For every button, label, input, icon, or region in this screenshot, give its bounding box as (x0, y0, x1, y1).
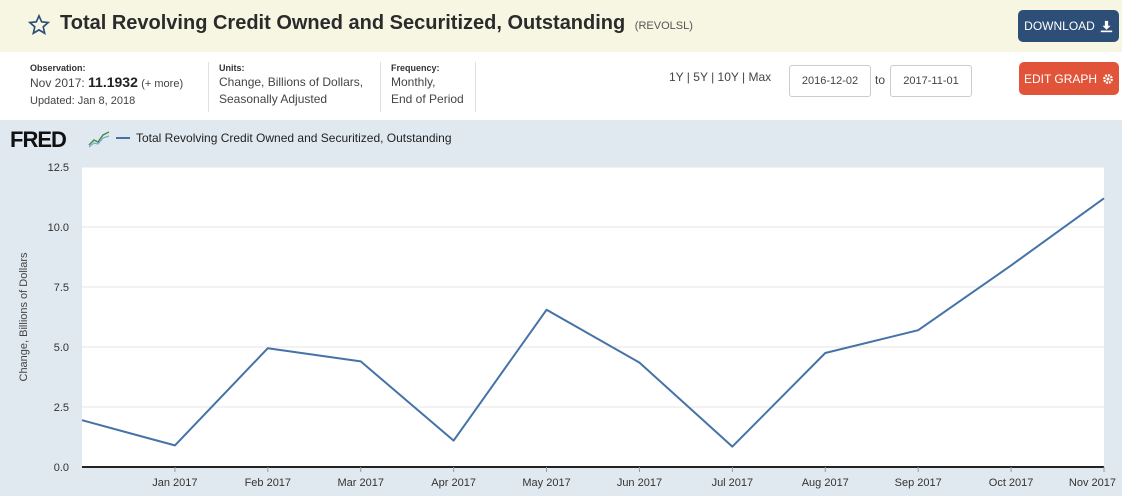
y-tick-label: 10.0 (48, 222, 69, 234)
star-icon[interactable] (28, 14, 50, 36)
fred-logo: FRED (10, 127, 67, 152)
edit-graph-label: EDIT GRAPH (1023, 71, 1098, 86)
frequency-line1: Monthly, (391, 75, 436, 89)
meta-row: Observation: Nov 2017: 11.1932 (+ more) … (0, 52, 1122, 120)
observation-value: 11.1932 (88, 74, 138, 90)
line-chart: 0.0 2.5 5.0 7.5 10.0 12.5 Jan 2017 Feb 2017 Mar … (18, 162, 1116, 489)
y-tick-label: 2.5 (54, 402, 69, 414)
download-icon (1100, 20, 1113, 32)
x-tick-label: Apr 2017 (431, 477, 476, 489)
y-tick-label: 7.5 (54, 282, 69, 294)
series-title: Total Revolving Credit Owned and Securit… (60, 12, 626, 34)
y-axis-label: Change, Billions of Dollars (18, 252, 30, 382)
y-tick-label: 0.0 (54, 462, 69, 474)
x-tick-label: Mar 2017 (337, 477, 383, 489)
series-line (81, 197, 1105, 448)
series-id: (REVOLSL) (634, 20, 693, 32)
range-5y[interactable]: 5Y (693, 70, 708, 84)
download-label: DOWNLOAD (1024, 19, 1095, 33)
x-tick-label: Sep 2017 (895, 477, 942, 489)
observation-date: Nov 2017: (30, 76, 85, 90)
frequency-line2: End of Period (391, 92, 464, 106)
page-title: Total Revolving Credit Owned and Securit… (60, 12, 693, 35)
x-tick-label: Jan 2017 (152, 477, 197, 489)
updated-date: Updated: Jan 8, 2018 (30, 95, 136, 107)
units-label: Units: (219, 63, 245, 73)
x-tick-label: Aug 2017 (802, 477, 849, 489)
to-label: to (875, 73, 886, 87)
legend-swatch (116, 137, 130, 139)
chart-panel: FRED Total Revolving Credit Owned and Se… (0, 120, 1122, 496)
range-links: 1Y | 5Y | 10Y | Max (669, 70, 772, 84)
x-tick-label: Oct 2017 (989, 477, 1034, 489)
start-date-input[interactable]: 2016-12-02 (789, 65, 871, 97)
frequency-label: Frequency: (391, 63, 440, 73)
y-tick-label: 12.5 (48, 162, 69, 174)
range-1y[interactable]: 1Y (669, 70, 684, 84)
observation-more-link[interactable]: (+ more) (141, 78, 184, 90)
observation-block: Observation: Nov 2017: 11.1932 (+ more) … (30, 62, 183, 110)
divider (475, 62, 476, 112)
frequency-block: Frequency: Monthly, End of Period (391, 62, 464, 108)
units-block: Units: Change, Billions of Dollars, Seas… (219, 62, 363, 108)
x-tick-label: Nov 2017 (1069, 477, 1116, 489)
divider (380, 62, 381, 112)
legend-label: Total Revolving Credit Owned and Securit… (136, 131, 452, 145)
x-tick-label: Feb 2017 (245, 477, 291, 489)
y-tick-label: 5.0 (54, 342, 69, 354)
x-tick-label: Jul 2017 (712, 477, 754, 489)
fred-graph-icon (88, 131, 110, 148)
chart-legend: Total Revolving Credit Owned and Securit… (116, 131, 452, 145)
edit-graph-button[interactable]: EDIT GRAPH (1019, 62, 1119, 95)
title-bar: Total Revolving Credit Owned and Securit… (0, 0, 1122, 52)
range-10y[interactable]: 10Y (717, 70, 739, 84)
x-tick-label: Jun 2017 (617, 477, 662, 489)
x-tick-label: May 2017 (522, 477, 570, 489)
gear-icon (1103, 73, 1113, 84)
range-max[interactable]: Max (748, 70, 772, 84)
units-line1: Change, Billions of Dollars, (219, 75, 364, 89)
units-line2: Seasonally Adjusted (219, 92, 328, 106)
divider (208, 62, 209, 112)
download-button[interactable]: DOWNLOAD (1018, 10, 1119, 42)
plot-background (82, 167, 1104, 467)
observation-label: Observation: (30, 63, 86, 73)
end-date-input[interactable]: 2017-11-01 (890, 65, 972, 97)
